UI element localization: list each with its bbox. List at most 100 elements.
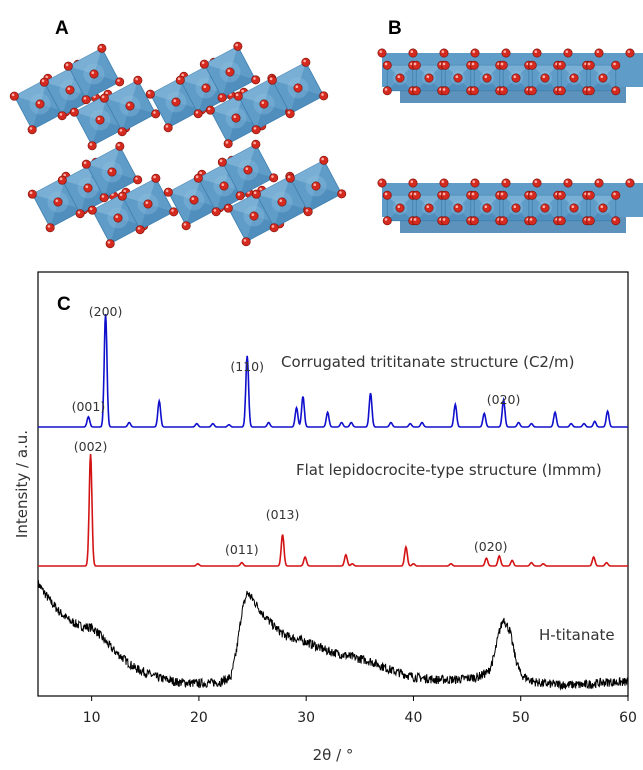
- oxygen-atom: [117, 191, 127, 201]
- oxygen-highlight: [89, 143, 93, 146]
- oxygen-highlight: [59, 113, 63, 116]
- panel-b-label: B: [388, 18, 402, 39]
- octahedron-facet: [86, 74, 120, 100]
- octahedron-facet: [416, 195, 442, 208]
- oxygen-atom: [223, 139, 233, 149]
- oxygen-atom: [556, 86, 566, 96]
- oxygen-atom: [243, 165, 253, 175]
- octahedron-facet: [168, 174, 202, 200]
- oxygen-atom: [225, 67, 235, 77]
- oxygen-highlight: [534, 180, 538, 183]
- oxygen-highlight: [534, 50, 538, 53]
- oxygen-highlight: [83, 97, 87, 100]
- oxygen-highlight: [384, 88, 388, 91]
- oxygen-highlight: [115, 215, 119, 218]
- oxygen-atom: [540, 203, 550, 213]
- series-flat: [38, 453, 628, 567]
- peak-label: (200): [89, 304, 123, 319]
- octahedron-facet: [32, 104, 66, 130]
- octahedron-facet: [238, 78, 272, 104]
- oxygen-atom: [585, 190, 595, 200]
- x-tick-label: 20: [190, 710, 208, 726]
- octahedron-facet: [140, 204, 174, 230]
- oxygen-atom: [293, 83, 303, 93]
- oxygen-atom: [189, 195, 199, 205]
- oxygen-highlight: [484, 205, 488, 208]
- oxygen-atom: [143, 199, 153, 209]
- oxygen-atom: [81, 159, 91, 169]
- oxygen-highlight: [303, 59, 306, 63]
- oxygen-highlight: [109, 169, 113, 172]
- oxygen-highlight: [195, 111, 199, 114]
- oxygen-highlight: [77, 211, 81, 214]
- oxygen-atom: [527, 190, 537, 200]
- oxygen-atom: [223, 203, 233, 213]
- oxygen-highlight: [147, 91, 151, 95]
- octahedron-facet: [256, 104, 290, 130]
- octahedron-facet: [416, 65, 442, 78]
- oxygen-highlight: [565, 50, 569, 53]
- y-axis-title: Intensity / a.u.: [13, 430, 31, 538]
- oxygen-highlight: [397, 75, 401, 78]
- octahedron-facet: [590, 195, 616, 208]
- oxygen-highlight: [413, 88, 417, 91]
- octahedron-facet: [180, 62, 214, 88]
- oxygen-highlight: [245, 167, 249, 170]
- octahedron-facet: [32, 176, 66, 202]
- oxygen-atom: [611, 60, 621, 70]
- oxygen-atom: [125, 101, 135, 111]
- oxygen-highlight: [225, 141, 229, 144]
- oxygen-atom: [511, 203, 521, 213]
- octahedron-facet: [122, 178, 156, 204]
- oxygen-atom: [598, 73, 608, 83]
- oxygen-atom: [219, 181, 229, 191]
- oxygen-atom: [99, 93, 109, 103]
- oxygen-highlight: [295, 85, 299, 88]
- octahedron: [531, 194, 559, 222]
- x-tick-label: 50: [512, 710, 530, 726]
- oxygen-atom: [569, 203, 579, 213]
- series-line: [38, 453, 628, 567]
- oxygen-atom: [9, 91, 19, 101]
- oxygen-highlight: [11, 93, 15, 97]
- oxygen-atom: [527, 60, 537, 70]
- octahedron-facet: [274, 202, 308, 228]
- octahedron: [121, 177, 175, 231]
- oxygen-atom: [201, 83, 211, 93]
- oxygen-highlight: [587, 218, 591, 221]
- oxygen-highlight: [259, 187, 262, 191]
- oxygen-highlight: [600, 205, 604, 208]
- oxygen-highlight: [63, 173, 66, 177]
- oxygen-atom: [319, 91, 329, 101]
- oxygen-highlight: [153, 175, 156, 179]
- oxygen-highlight: [271, 175, 274, 178]
- octahedron-facet: [503, 65, 529, 78]
- oxygen-highlight: [199, 171, 202, 175]
- oxygen-highlight: [410, 180, 414, 183]
- octahedron-facet: [387, 78, 413, 91]
- oxygen-highlight: [384, 192, 388, 196]
- octahedron-facet: [445, 78, 471, 91]
- panel-c-label: C: [57, 294, 71, 315]
- oxygen-atom: [337, 189, 347, 199]
- oxygen-highlight: [613, 62, 616, 66]
- oxygen-atom: [439, 48, 449, 58]
- oxygen-highlight: [123, 189, 126, 193]
- oxygen-atom: [63, 61, 73, 71]
- oxygen-atom: [251, 75, 261, 85]
- oxygen-highlight: [613, 218, 616, 221]
- x-axis: 10 20 30 40 50 60: [83, 696, 637, 726]
- oxygen-highlight: [321, 93, 324, 96]
- oxygen-atom: [311, 181, 321, 191]
- oxygen-highlight: [529, 62, 533, 66]
- oxygen-highlight: [165, 189, 169, 193]
- oxygen-highlight: [627, 180, 631, 183]
- oxygen-highlight: [251, 213, 255, 216]
- octahedron-facet: [256, 176, 290, 202]
- oxygen-atom: [453, 203, 463, 213]
- oxygen-atom: [498, 86, 508, 96]
- oxygen-highlight: [195, 175, 199, 179]
- oxygen-highlight: [503, 180, 507, 183]
- oxygen-atom: [556, 60, 566, 70]
- oxygen-atom: [424, 203, 434, 213]
